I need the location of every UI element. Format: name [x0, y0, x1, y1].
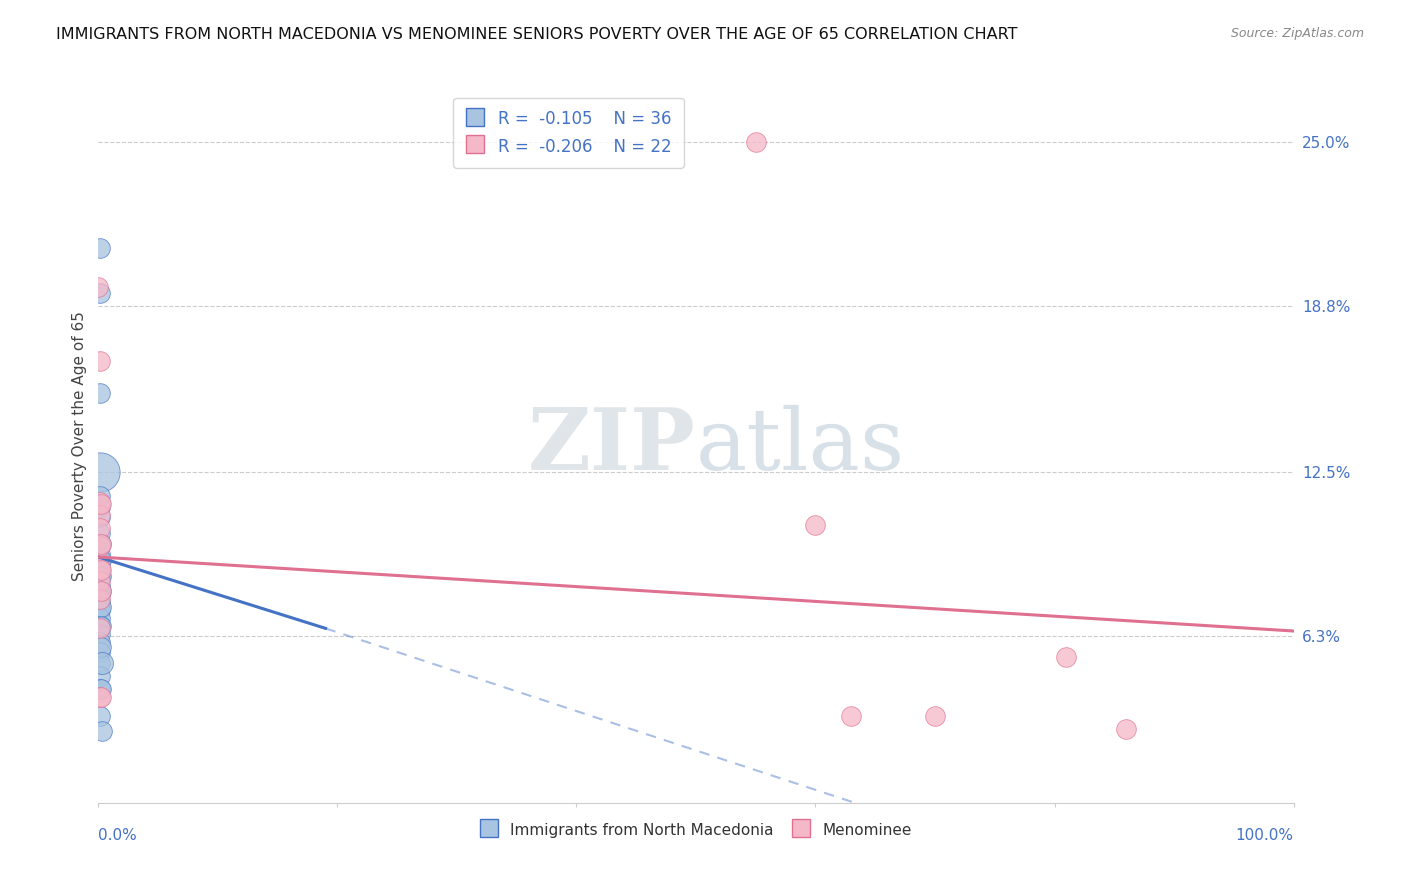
- Point: [87, 280, 110, 294]
- Point: [90, 600, 112, 615]
- Point: [89, 489, 111, 503]
- Point: [89, 386, 111, 401]
- Point: [90, 640, 112, 654]
- Text: 0.0%: 0.0%: [98, 828, 138, 843]
- Point: [89, 626, 111, 640]
- Point: [90, 568, 112, 582]
- Point: [89, 579, 111, 593]
- Point: [89, 656, 111, 670]
- Point: [89, 669, 111, 683]
- Point: [89, 555, 111, 569]
- Text: 100.0%: 100.0%: [1236, 828, 1294, 843]
- Point: [89, 500, 111, 514]
- Point: [89, 521, 111, 535]
- Point: [89, 508, 111, 522]
- Point: [89, 634, 111, 648]
- Point: [89, 708, 111, 723]
- Y-axis label: Seniors Poverty Over the Age of 65: Seniors Poverty Over the Age of 65: [72, 311, 87, 581]
- Text: Source: ZipAtlas.com: Source: ZipAtlas.com: [1230, 27, 1364, 40]
- Point: [91, 656, 114, 670]
- Point: [89, 354, 111, 368]
- Point: [89, 241, 111, 255]
- Point: [89, 540, 111, 554]
- Point: [89, 526, 111, 541]
- Point: [90, 563, 112, 577]
- Point: [90, 497, 112, 511]
- Point: [89, 592, 111, 607]
- Text: atlas: atlas: [696, 404, 905, 488]
- Point: [89, 563, 111, 577]
- Point: [89, 618, 111, 632]
- Point: [91, 724, 114, 739]
- Point: [89, 571, 111, 585]
- Point: [1115, 722, 1137, 736]
- Point: [89, 494, 111, 508]
- Point: [89, 611, 111, 625]
- Point: [90, 618, 112, 632]
- Point: [841, 708, 863, 723]
- Point: [89, 466, 111, 480]
- Point: [89, 621, 111, 635]
- Point: [90, 537, 112, 551]
- Point: [90, 552, 112, 566]
- Point: [804, 518, 827, 533]
- Point: [90, 682, 112, 697]
- Point: [90, 537, 112, 551]
- Point: [89, 682, 111, 697]
- Point: [89, 574, 111, 588]
- Point: [89, 645, 111, 659]
- Point: [89, 537, 111, 551]
- Text: ZIP: ZIP: [529, 404, 696, 488]
- Point: [89, 547, 111, 561]
- Point: [89, 285, 111, 300]
- Point: [1056, 650, 1078, 665]
- Legend: Immigrants from North Macedonia, Menominee: Immigrants from North Macedonia, Menomin…: [474, 815, 918, 845]
- Point: [89, 690, 111, 704]
- Point: [90, 690, 112, 704]
- Text: IMMIGRANTS FROM NORTH MACEDONIA VS MENOMINEE SENIORS POVERTY OVER THE AGE OF 65 : IMMIGRANTS FROM NORTH MACEDONIA VS MENOM…: [56, 27, 1018, 42]
- Point: [90, 584, 112, 599]
- Point: [924, 708, 946, 723]
- Point: [89, 560, 111, 574]
- Point: [745, 135, 768, 149]
- Point: [89, 595, 111, 609]
- Point: [89, 587, 111, 601]
- Point: [89, 603, 111, 617]
- Point: [89, 510, 111, 524]
- Point: [90, 584, 112, 599]
